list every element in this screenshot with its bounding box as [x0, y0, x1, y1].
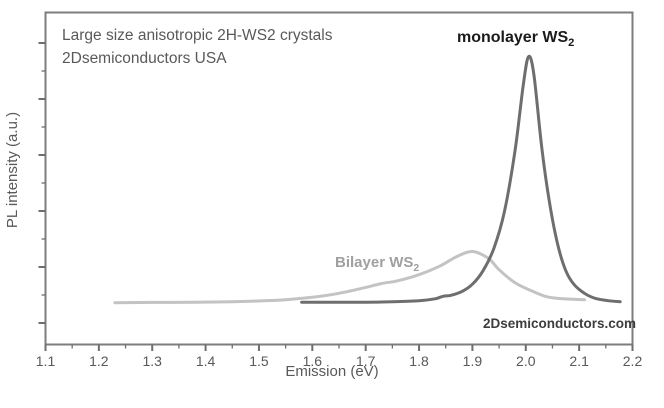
- monolayer-series-label-sub: 2: [568, 37, 575, 50]
- curve-monolayer-ws2: [300, 54, 622, 304]
- monolayer-series-label: monolayer WS2: [457, 29, 574, 49]
- x-axis-tick-label: 1.2: [89, 353, 109, 369]
- bilayer-series-label-sub: 2: [413, 262, 420, 274]
- x-axis-tick-label: 1.8: [409, 353, 429, 369]
- x-axis-tick-label: 1.4: [196, 353, 216, 369]
- plot-title-line1: Large size anisotropic 2H-WS2 crystals: [62, 27, 333, 44]
- bilayer-series-label: Bilayer WS2: [335, 254, 419, 274]
- y-axis-label: PL intensity (a.u.): [4, 111, 21, 229]
- curve-bilayer-ws2: [113, 250, 586, 305]
- x-axis-tick-label: 2.1: [569, 353, 589, 369]
- bilayer-series-label-text: Bilayer WS: [335, 254, 414, 271]
- x-axis-label: Emission (eV): [285, 363, 379, 380]
- monolayer-series-label-text: monolayer WS: [457, 29, 569, 46]
- x-axis-tick-label: 2.2: [623, 353, 643, 369]
- x-axis-tick-label: 1.5: [249, 353, 269, 369]
- x-axis-tick-label: 1.9: [463, 353, 483, 369]
- x-axis-tick-label: 1.6: [303, 353, 323, 369]
- watermark-text: 2Dsemiconductors.com: [483, 316, 637, 331]
- x-axis-tick-label: 1.1: [36, 353, 56, 369]
- x-axis-tick-label: 1.7: [356, 353, 376, 369]
- plot-title-line2: 2Dsemiconductors USA: [62, 50, 227, 67]
- x-axis-tick-label: 2.0: [516, 353, 536, 369]
- x-axis-tick-label: 1.3: [142, 353, 162, 369]
- plot-title: Large size anisotropic 2H-WS2 crystals 2…: [62, 24, 333, 70]
